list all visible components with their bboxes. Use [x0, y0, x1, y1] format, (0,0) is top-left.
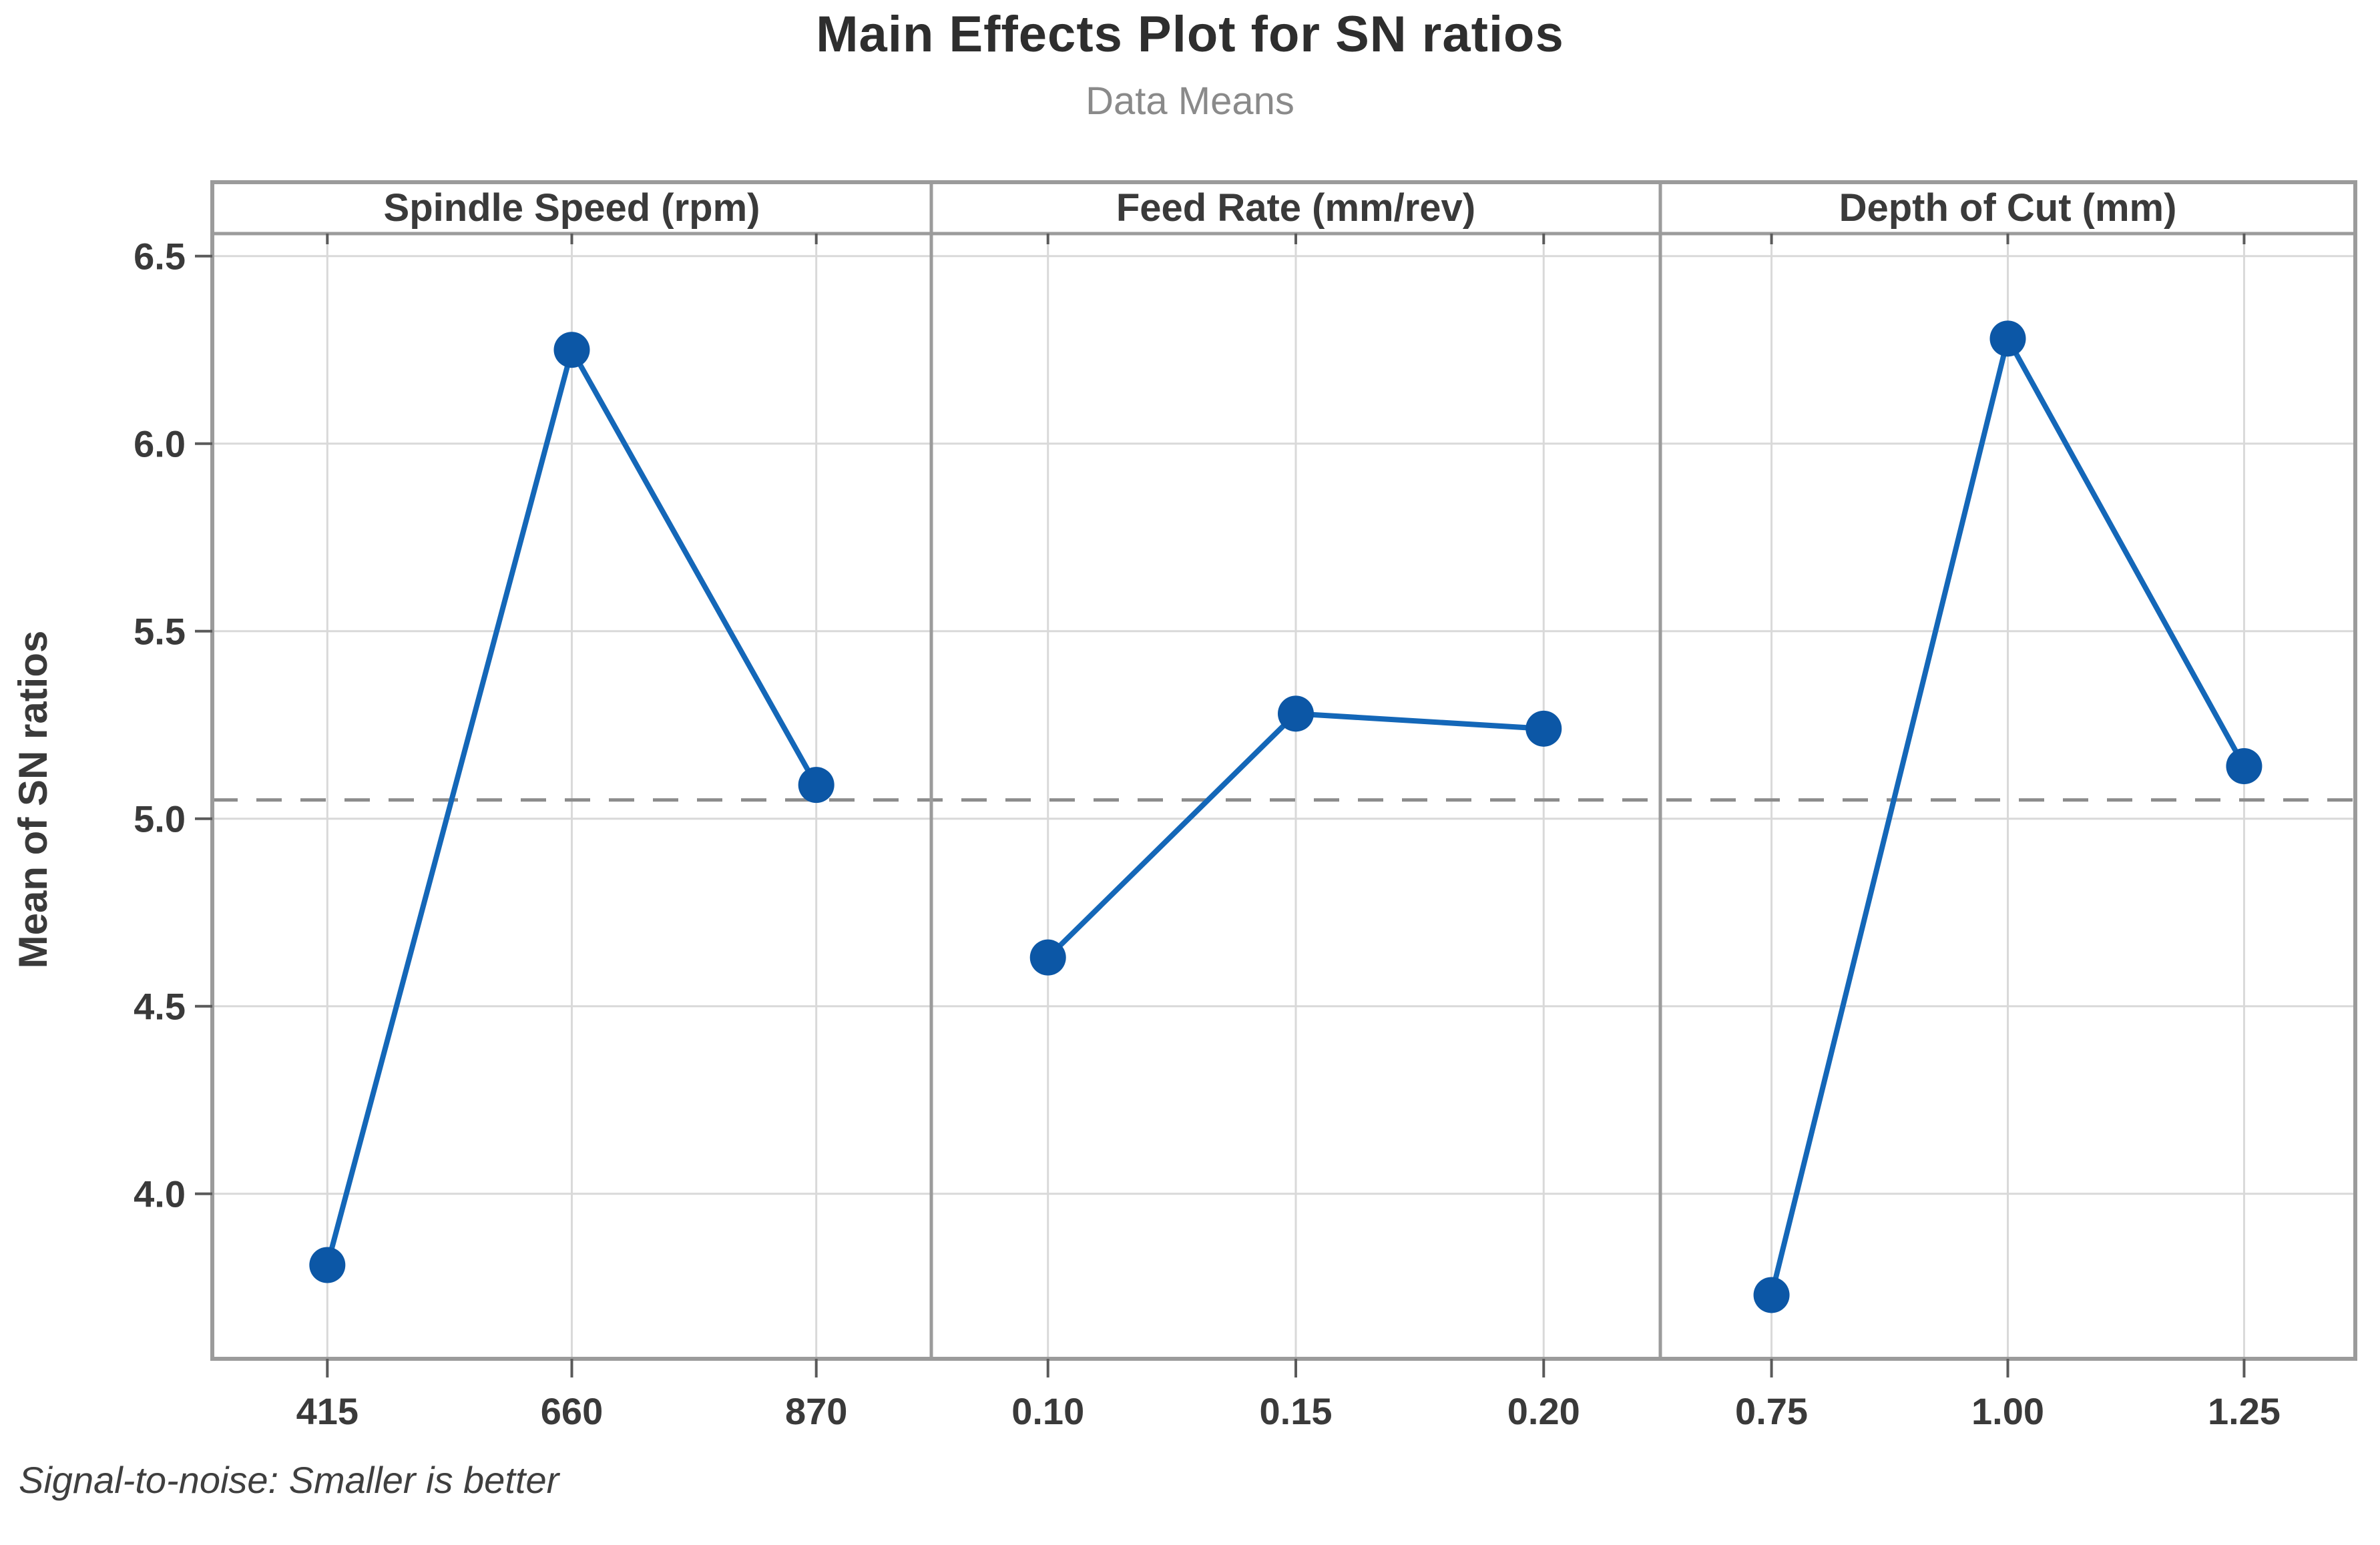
x-tick-label: 0.15 — [1259, 1390, 1333, 1432]
panel-header: Spindle Speed (rpm) — [383, 186, 760, 230]
panel-header: Feed Rate (mm/rev) — [1116, 186, 1476, 230]
data-point — [1525, 710, 1562, 747]
y-tick-label: 6.0 — [134, 422, 186, 465]
y-tick-label: 5.0 — [134, 798, 186, 840]
y-tick-label: 6.5 — [134, 235, 186, 278]
x-tick-label: 870 — [784, 1390, 848, 1432]
x-tick-label: 0.10 — [1011, 1390, 1085, 1432]
data-point — [1989, 320, 2026, 357]
x-tick-label: 660 — [540, 1390, 604, 1432]
x-tick-label: 415 — [296, 1390, 359, 1432]
chart-frame — [210, 180, 2357, 1361]
x-tick-label: 1.00 — [1971, 1390, 2044, 1432]
x-tick-label: 0.75 — [1735, 1390, 1809, 1432]
x-tick-label: 1.25 — [2207, 1390, 2281, 1432]
y-tick-label: 4.5 — [134, 985, 186, 1028]
data-point — [798, 767, 835, 804]
chart-subtitle: Data Means — [1086, 79, 1294, 123]
chart-title: Main Effects Plot for SN ratios — [816, 6, 1564, 63]
data-point — [553, 332, 590, 368]
data-point — [1029, 939, 1066, 976]
x-tick-label: 0.20 — [1507, 1390, 1580, 1432]
data-point — [309, 1247, 346, 1283]
y-tick-label: 4.0 — [134, 1173, 186, 1215]
footnote: Signal-to-noise: Smaller is better — [19, 1459, 559, 1501]
data-point — [1278, 695, 1314, 732]
panel-header: Depth of Cut (mm) — [1839, 186, 2177, 230]
data-point — [2226, 748, 2263, 785]
data-point — [1753, 1277, 1790, 1313]
y-tick-label: 5.5 — [134, 610, 186, 653]
